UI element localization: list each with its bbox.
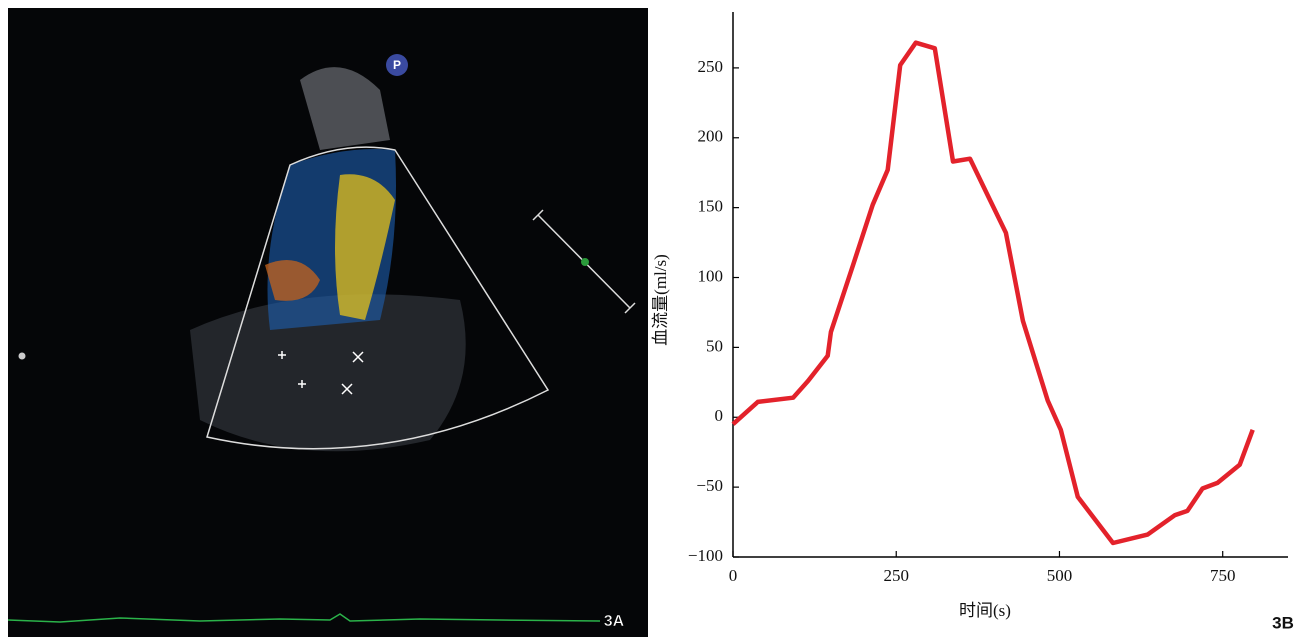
y-tick-label: 50 bbox=[706, 336, 723, 355]
y-tick-label: 150 bbox=[698, 197, 724, 216]
y-tick-label: 250 bbox=[698, 57, 724, 76]
x-tick-label: 250 bbox=[883, 566, 909, 585]
tissue bbox=[300, 67, 390, 150]
y-axis-label: 血流量(ml/s) bbox=[651, 254, 670, 346]
x-tick-label: 500 bbox=[1047, 566, 1073, 585]
ecg-trace bbox=[7, 613, 601, 623]
y-tick-label: 0 bbox=[715, 406, 724, 425]
x-axis-label: 时间(s) bbox=[959, 601, 1011, 620]
color-flow bbox=[335, 174, 395, 320]
tissue bbox=[190, 294, 466, 452]
sector-outline bbox=[206, 146, 550, 450]
data-line bbox=[731, 40, 1255, 546]
y-tick-label: −50 bbox=[696, 476, 723, 495]
y-tick-label: −100 bbox=[688, 546, 723, 565]
ultrasound-image: P 3A bbox=[7, 8, 648, 637]
color-flow bbox=[265, 260, 320, 301]
calipers bbox=[278, 351, 364, 395]
marker-text: P bbox=[393, 58, 401, 72]
panel-label: 3A bbox=[604, 613, 625, 630]
y-tick-label: 100 bbox=[698, 266, 724, 285]
focus-marker bbox=[581, 258, 589, 266]
panel-label: 3B bbox=[1272, 613, 1294, 632]
x-tick-label: 750 bbox=[1210, 566, 1236, 585]
dot bbox=[18, 352, 26, 360]
marker-icon bbox=[386, 54, 408, 76]
y-tick-label: 200 bbox=[698, 127, 724, 146]
x-tick-label: 0 bbox=[729, 566, 738, 585]
